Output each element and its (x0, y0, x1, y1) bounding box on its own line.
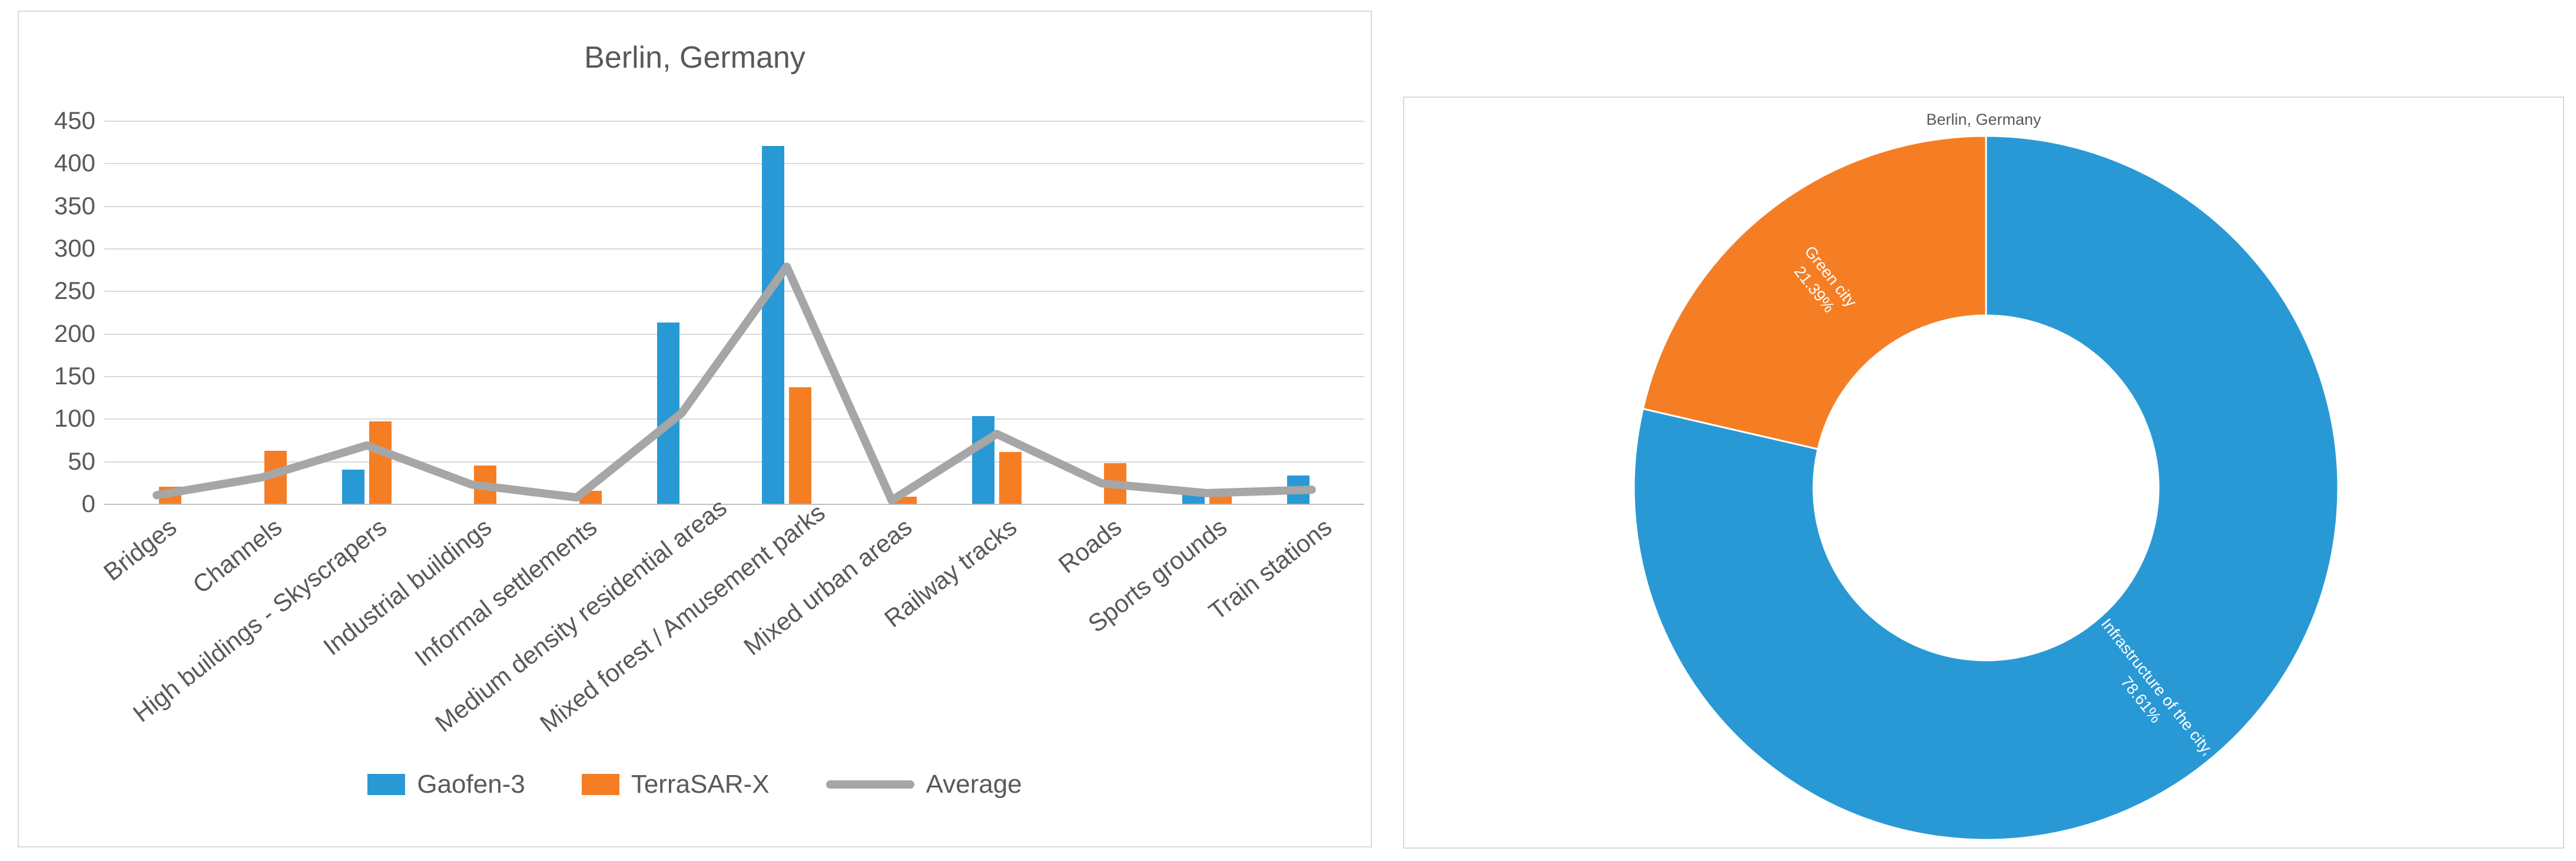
average-line-layer (152, 262, 1316, 505)
gridline (104, 248, 1364, 250)
bar-chart-title: Berlin, Germany (584, 41, 805, 75)
legend-label: Gaofen-3 (417, 770, 525, 799)
legend-item-average: Average (825, 770, 1022, 799)
bar-terrasar-x (579, 491, 602, 504)
bar-gaofen-3 (972, 415, 994, 504)
legend-item-gaofen-3: Gaofen-3 (367, 770, 525, 799)
y-axis-label: 50 (68, 447, 95, 475)
bar-terrasar-x (1104, 463, 1127, 504)
bar-terrasar-x (894, 497, 917, 504)
y-axis-label: 200 (54, 319, 95, 347)
bar-chart-panel: Berlin, Germany 0 50 100 150 200 250 300 350 400… (18, 11, 1372, 847)
legend-label: Average (926, 770, 1022, 799)
y-axis-label: 400 (54, 149, 95, 177)
bar-chart-legend: Gaofen-3 TerraSAR-X Average (19, 770, 1371, 799)
gridline (104, 121, 1364, 122)
bar-gaofen-3 (657, 322, 679, 504)
gridline (104, 163, 1364, 165)
donut-chart-title: Berlin, Germany (1926, 111, 2041, 128)
donut-slice-green-city (1642, 135, 1987, 450)
bar-terrasar-x (1209, 493, 1232, 504)
bar-terrasar-x (999, 451, 1022, 504)
gridline (104, 376, 1364, 377)
gridline (104, 205, 1364, 207)
bar-gaofen-3 (342, 470, 364, 504)
bar-gaofen-3 (762, 146, 785, 504)
x-axis-line (104, 504, 1364, 505)
legend-color-swatch (581, 774, 619, 795)
y-axis-label: 450 (54, 107, 95, 134)
bar-gaofen-3 (1182, 493, 1205, 504)
legend-item-terrasar-x: TerraSAR-X (581, 770, 770, 799)
legend-line-marker (825, 780, 914, 789)
bar-terrasar-x (369, 421, 392, 504)
bar-gaofen-3 (1287, 476, 1309, 504)
y-axis-label: 100 (54, 404, 95, 433)
legend-color-swatch (367, 774, 406, 795)
donut-slice-infrastructure-of-the-city (1633, 135, 2339, 841)
y-axis-label: 300 (54, 234, 95, 262)
average-line (152, 262, 1316, 505)
donut-chart-panel: Berlin, Germany Infrastructure of the ci… (1403, 97, 2564, 849)
y-axis-label: 0 (81, 490, 95, 517)
y-axis-label: 250 (54, 277, 95, 305)
donut-chart: Infrastructure of the city,78.61%Green c… (1633, 135, 2339, 841)
gridline (104, 418, 1364, 420)
gridline (104, 291, 1364, 292)
bar-terrasar-x (474, 465, 497, 504)
y-axis-label: 150 (54, 362, 95, 390)
legend-label: TerraSAR-X (631, 770, 770, 799)
gridline (104, 461, 1364, 463)
gridline (104, 333, 1364, 335)
bar-terrasar-x (159, 487, 182, 504)
bar-terrasar-x (264, 451, 287, 504)
y-axis-label: 350 (54, 191, 95, 220)
bar-terrasar-x (789, 387, 812, 504)
